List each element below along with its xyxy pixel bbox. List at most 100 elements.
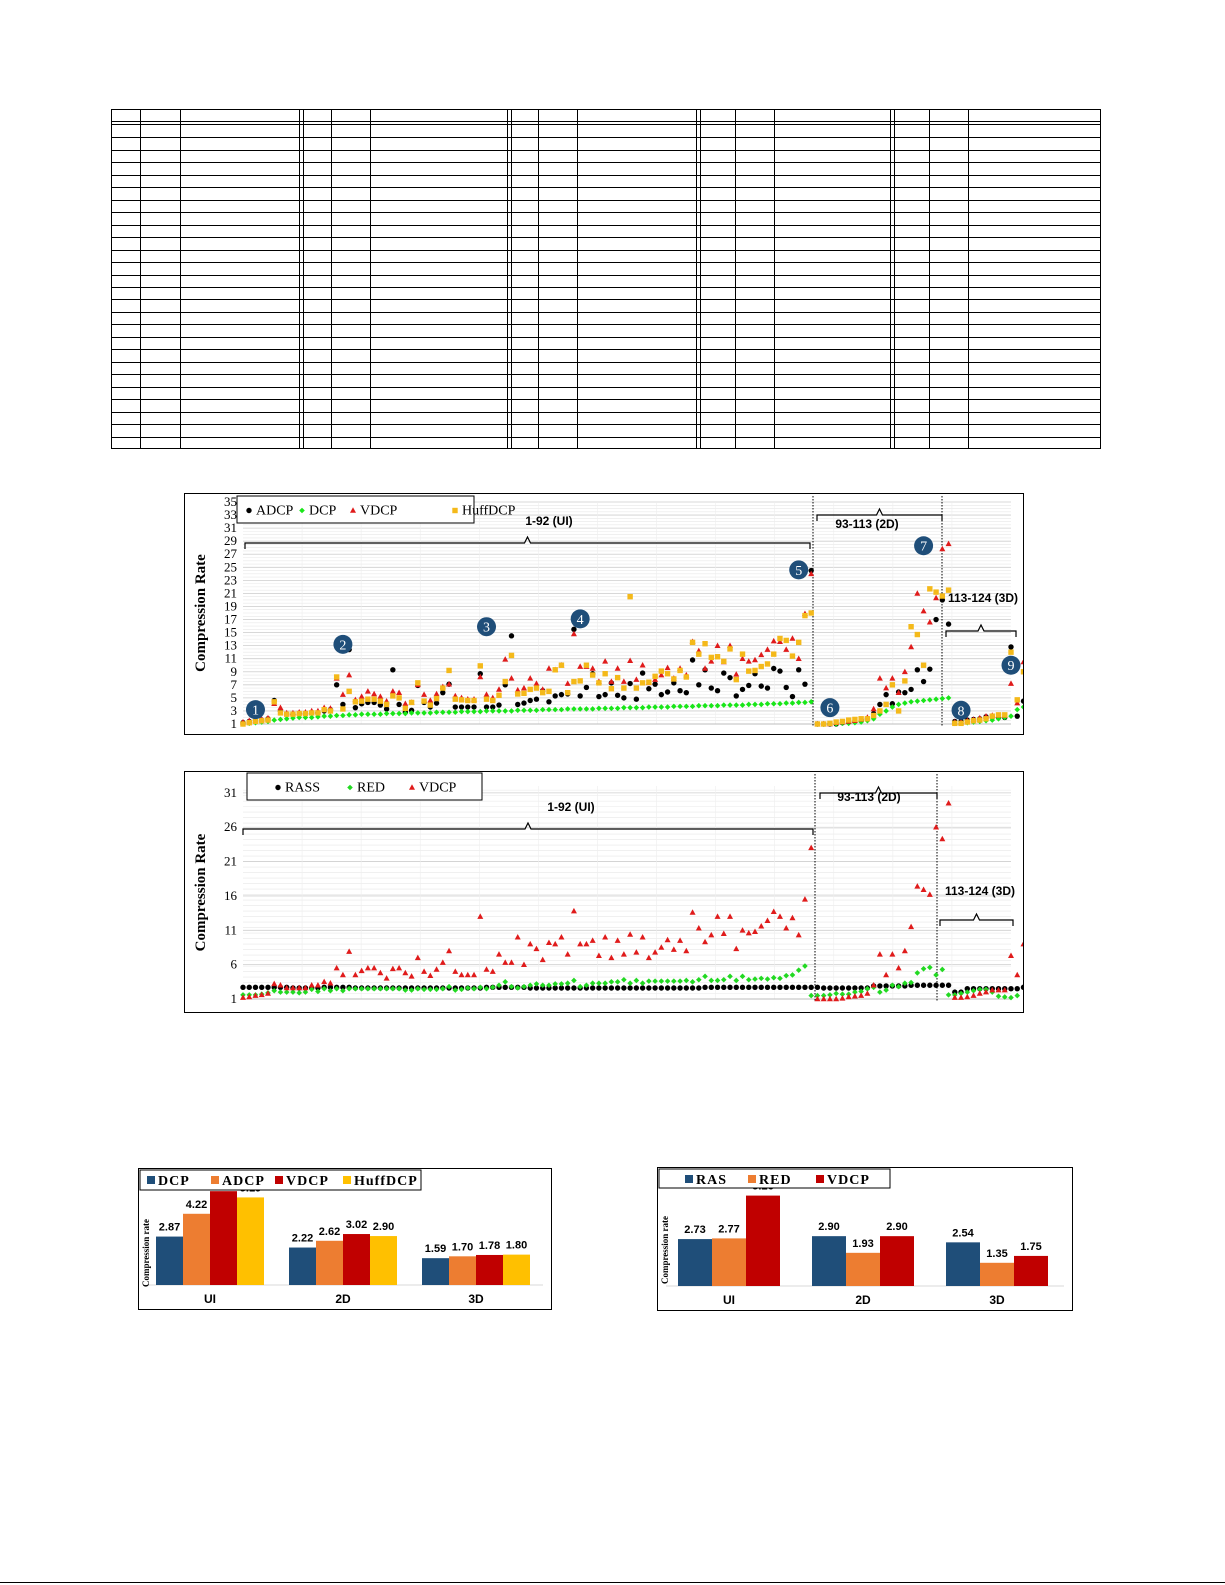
point-huffdcp bbox=[259, 718, 265, 724]
point-vdcp bbox=[627, 657, 634, 663]
point-dcp bbox=[433, 709, 440, 716]
point-vdcp bbox=[770, 908, 777, 915]
point-rass bbox=[602, 985, 608, 991]
point-dcp bbox=[671, 703, 677, 710]
point-dcp bbox=[902, 700, 908, 706]
point-vdcp bbox=[358, 693, 365, 699]
point-dcp bbox=[783, 700, 790, 706]
point-vdcp bbox=[895, 689, 902, 695]
y-axis-label: Compression Rate bbox=[193, 833, 209, 951]
point-huffdcp bbox=[358, 698, 365, 704]
point-vdcp bbox=[533, 680, 540, 686]
point-dcp bbox=[396, 710, 402, 717]
point-vdcp bbox=[371, 964, 378, 971]
point-huffdcp bbox=[390, 693, 396, 699]
point-vdcp bbox=[976, 990, 983, 996]
point-red bbox=[839, 991, 846, 997]
point-dcp bbox=[758, 701, 765, 708]
point-adcp bbox=[440, 689, 446, 696]
point-vdcp bbox=[1008, 680, 1014, 686]
point-vdcp bbox=[489, 968, 496, 974]
point-adcp bbox=[883, 691, 889, 698]
point-red bbox=[277, 989, 284, 995]
point-vdcp bbox=[708, 931, 715, 938]
point-red bbox=[646, 978, 652, 984]
point-huffdcp bbox=[771, 651, 777, 657]
point-vdcp bbox=[764, 917, 771, 923]
chart4-svg: Compression rate2.732.775.26UI2.901.932.… bbox=[658, 1168, 1064, 1307]
callout-marker bbox=[477, 617, 497, 637]
point-vdcp bbox=[458, 971, 465, 978]
point-adcp bbox=[527, 697, 533, 704]
point-huffdcp bbox=[546, 688, 552, 695]
point-huffdcp bbox=[664, 671, 671, 677]
point-dcp bbox=[539, 706, 546, 713]
point-huffdcp bbox=[540, 689, 546, 696]
point-rass bbox=[259, 984, 265, 991]
point-adcp bbox=[627, 680, 633, 687]
point-rass bbox=[252, 984, 259, 991]
legend-label-huffdcp: HuffDCP bbox=[462, 504, 516, 519]
point-rass bbox=[614, 985, 621, 991]
point-vdcp bbox=[702, 938, 709, 945]
point-huffdcp bbox=[246, 719, 252, 726]
callout-marker-number: 1 bbox=[252, 704, 259, 719]
point-vdcp bbox=[933, 594, 940, 601]
point-huffdcp bbox=[340, 706, 346, 712]
point-rass bbox=[771, 984, 777, 991]
point-red bbox=[671, 978, 677, 984]
bar-dcp-2d bbox=[289, 1247, 316, 1285]
chart-compression-rate-methods: 1 3 5 7 9 11 13 15 17 19 21 23 25 27 29 31 33 35 Compressi… bbox=[184, 493, 1027, 735]
point-red bbox=[271, 987, 278, 994]
point-rass bbox=[883, 983, 889, 989]
point-huffdcp bbox=[895, 708, 902, 714]
callout-marker-number: 6 bbox=[826, 702, 833, 717]
point-huffdcp bbox=[677, 667, 683, 674]
point-adcp bbox=[945, 621, 952, 627]
point-rass bbox=[727, 984, 733, 991]
point-huffdcp bbox=[483, 696, 490, 702]
point-vdcp bbox=[1020, 658, 1027, 665]
point-vdcp bbox=[783, 925, 790, 931]
point-dcp bbox=[658, 704, 665, 710]
point-vdcp bbox=[833, 995, 840, 1002]
point-red bbox=[914, 970, 921, 976]
point-red bbox=[546, 982, 552, 989]
point-huffdcp bbox=[465, 697, 471, 704]
point-red bbox=[789, 972, 796, 978]
point-red bbox=[764, 976, 771, 982]
point-rass bbox=[714, 984, 721, 991]
point-rass bbox=[646, 985, 652, 991]
point-huffdcp bbox=[995, 712, 1002, 718]
point-vdcp bbox=[876, 675, 883, 681]
point-vdcp bbox=[839, 995, 846, 1001]
point-dcp bbox=[627, 704, 633, 711]
bar-legend-swatch-huffdcp bbox=[343, 1176, 351, 1184]
point-vdcp bbox=[652, 949, 659, 955]
point-vdcp bbox=[602, 658, 609, 664]
point-vdcp bbox=[433, 690, 440, 697]
callout-marker bbox=[951, 700, 971, 720]
point-rass bbox=[914, 982, 921, 988]
point-rass bbox=[564, 985, 571, 991]
point-vdcp bbox=[901, 947, 908, 954]
point-vdcp bbox=[695, 925, 702, 931]
legend-label-adcp: ADCP bbox=[256, 504, 294, 519]
point-adcp bbox=[802, 681, 808, 687]
callout-marker bbox=[820, 698, 840, 718]
point-dcp bbox=[327, 713, 334, 719]
point-huffdcp bbox=[446, 667, 452, 674]
point-vdcp bbox=[577, 663, 584, 669]
point-vdcp bbox=[577, 940, 584, 947]
point-red bbox=[365, 985, 371, 992]
legend-swatch-adcp bbox=[246, 507, 252, 514]
point-adcp bbox=[746, 682, 752, 689]
point-adcp bbox=[496, 702, 502, 708]
point-adcp bbox=[714, 688, 721, 694]
point-vdcp bbox=[296, 984, 303, 991]
legend-label-dcp: DCP bbox=[309, 504, 336, 519]
point-red bbox=[583, 982, 590, 989]
point-adcp bbox=[658, 691, 665, 698]
point-dcp bbox=[652, 704, 658, 710]
